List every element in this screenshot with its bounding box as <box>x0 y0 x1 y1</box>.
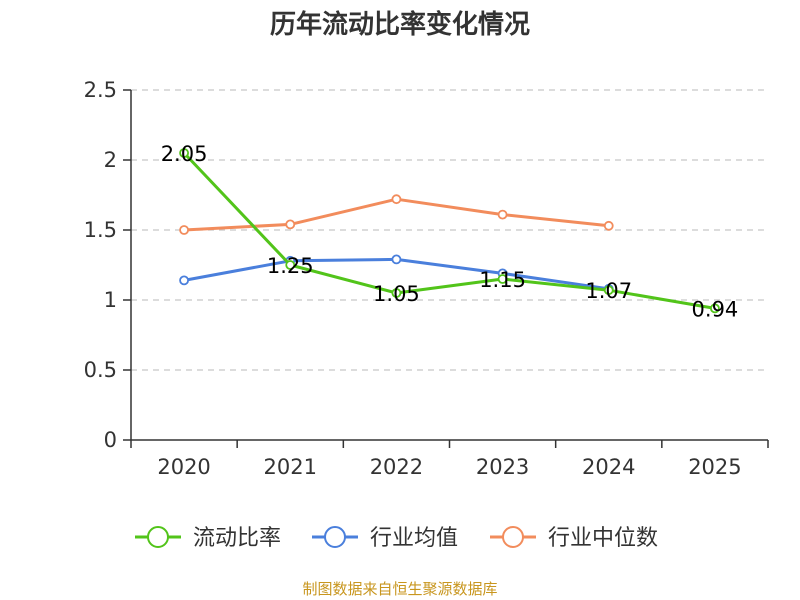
data-point <box>710 303 720 314</box>
data-point <box>391 194 402 205</box>
y-tick-label: 0 <box>104 428 117 452</box>
x-tick-label: 2024 <box>582 455 635 479</box>
data-point <box>603 220 614 231</box>
y-tick-label: 2 <box>104 148 117 172</box>
data-point <box>497 209 508 220</box>
x-tick-label: 2020 <box>157 455 210 479</box>
x-tick-label: 2022 <box>370 455 423 479</box>
source-note: 制图数据来自恒生聚源数据库 <box>302 580 498 598</box>
x-tick-label: 2023 <box>476 455 529 479</box>
data-point <box>391 254 402 265</box>
legend-swatch-marker <box>502 526 524 548</box>
data-point <box>603 285 614 296</box>
x-tick-label: 2025 <box>688 455 741 479</box>
data-point <box>391 288 402 298</box>
data-label: 1.15 <box>479 268 526 292</box>
gridlines <box>131 89 768 371</box>
data-point <box>285 260 296 270</box>
data-label: 1.05 <box>373 282 420 306</box>
data-labels: 2.05 1.25 1.05 1.15 1.07 0.94 <box>161 142 739 321</box>
legend-label: 行业中位数 <box>548 526 658 551</box>
legend: 流动比率 行业均值 行业中位数 <box>135 526 658 551</box>
data-point <box>285 219 296 230</box>
y-tick-label: 1.5 <box>84 218 117 242</box>
data-point <box>179 275 189 286</box>
legend-item: 行业中位数 <box>490 526 658 551</box>
y-tick-label: 2.5 <box>84 78 117 102</box>
legend-label: 流动比率 <box>193 526 281 551</box>
legend-item: 行业均值 <box>312 526 458 551</box>
data-point <box>179 148 189 158</box>
y-tick-label: 1 <box>104 288 117 312</box>
series-line <box>182 151 716 310</box>
data-label: 2.05 <box>161 142 208 166</box>
y-tick-label: 0.5 <box>84 358 117 382</box>
series-lines <box>179 148 720 314</box>
data-point <box>497 274 508 284</box>
x-tick-label: 2021 <box>264 455 317 479</box>
legend-label: 行业均值 <box>370 526 458 551</box>
data-label: 1.07 <box>585 279 632 303</box>
axes: 0 0.5 1 1.5 2 2.5 2020 2021 2022 2023 2024 2025 <box>84 78 769 479</box>
legend-item: 流动比率 <box>135 526 281 551</box>
chart-title: 历年流动比率变化情况 <box>269 10 530 40</box>
data-label: 1.25 <box>267 254 314 278</box>
legend-swatch-marker <box>147 526 169 548</box>
data-label: 0.94 <box>692 297 739 321</box>
data-point <box>179 225 189 235</box>
legend-swatch-marker <box>324 526 346 548</box>
